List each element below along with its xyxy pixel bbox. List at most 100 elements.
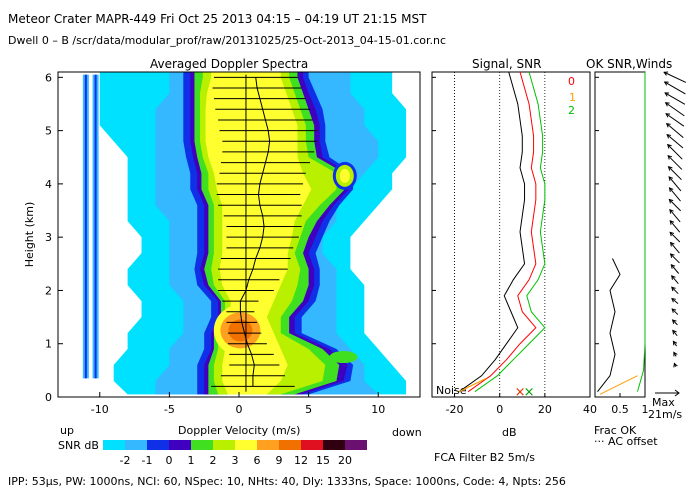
clutter-stripe-core-1 (94, 74, 97, 379)
wind-arrowhead-17 (668, 176, 674, 181)
noise-marker-green: × (524, 385, 535, 400)
wind-arrow-24 (665, 102, 685, 117)
wind-arrowhead-11 (669, 241, 675, 247)
snr-db-label: SNR dB (58, 439, 99, 452)
colorbar-label-6: 6 (254, 454, 261, 467)
max-speed-label: 21m/s (648, 408, 683, 421)
colorbar-swatch-2 (147, 440, 169, 450)
down-label: down (392, 426, 422, 439)
spectra-xtick-label-3: 5 (305, 403, 312, 416)
colorbar-swatch-8 (279, 440, 301, 450)
wind-arrowhead-2 (672, 340, 678, 346)
colorbar-label-9: 15 (316, 454, 330, 467)
colorbar-label-2: 0 (166, 454, 173, 467)
heatmap-feature-low (329, 351, 358, 364)
wind-arrow-20 (667, 144, 683, 160)
wind-arrow-13 (669, 220, 681, 233)
wind-arrow-19 (667, 155, 683, 170)
mean-velocity-line (239, 77, 271, 387)
wind-arrow-21 (666, 134, 684, 149)
wind-arrowhead-7 (671, 286, 676, 292)
colorbar-label-7: 9 (276, 454, 283, 467)
wind-arrowhead-1 (673, 351, 678, 357)
spectra-ytick-label-5: 5 (45, 125, 52, 138)
colorbar-swatch-5 (213, 440, 235, 450)
wind-arrowhead-3 (672, 329, 677, 335)
signal-series-2 (474, 71, 546, 393)
wind-arrow-17 (668, 176, 682, 192)
wind-arrowhead-0 (673, 362, 678, 368)
wind-arrowhead-12 (669, 231, 675, 237)
spectra-ytick-label-4: 4 (45, 178, 52, 191)
signal-series-1 (467, 71, 537, 393)
wind-arrowhead-18 (667, 166, 673, 171)
spectra-xtick-label-4: 10 (371, 403, 385, 416)
colorbar-label-1: -1 (142, 454, 153, 467)
wind-arrow-5 (671, 308, 679, 315)
colorbar-swatch-10 (323, 440, 345, 450)
spectra-ylabel: Height (km) (23, 202, 36, 268)
spectra-xtick-label-2: 0 (236, 403, 243, 416)
wind-arrow-12 (669, 231, 681, 243)
spectra-title: Averaged Doppler Spectra (150, 57, 309, 71)
signal-xlabel: dB (502, 426, 517, 439)
signal-series-0 (458, 71, 526, 393)
wind-arrow-8 (671, 275, 679, 285)
wind-arrow-16 (669, 187, 681, 202)
wind-arrow-14 (669, 209, 681, 223)
wind-arrow-3 (672, 330, 678, 337)
wind-arrowhead-10 (669, 253, 675, 259)
max-label: Max (652, 396, 675, 409)
wind-arrowhead-14 (669, 208, 674, 214)
wind-arrow-27 (663, 71, 687, 83)
wind-arrow-9 (670, 264, 680, 274)
signal-xtick-label-3: 40 (583, 403, 597, 416)
wind-arrowhead-5 (671, 308, 677, 313)
signal-title: Signal, SNR (472, 57, 542, 71)
heatmap-feature-4km-core (339, 168, 350, 183)
colorbar-swatch-0 (103, 440, 125, 450)
wind-arrow-23 (665, 113, 685, 127)
noise-marker-red: × (515, 385, 526, 400)
wind-arrow-25 (664, 92, 686, 105)
legend-series-2: 2 (568, 104, 575, 117)
colorbar-swatch-4 (191, 440, 213, 450)
wind-arrowhead-15 (668, 198, 674, 204)
winds-noise-line (599, 375, 638, 395)
colorbar-label-10: 20 (338, 454, 352, 467)
noise-label: Noise (436, 384, 467, 397)
winds-frame (594, 71, 646, 398)
wind-arrowhead-25 (664, 92, 670, 97)
colorbar-swatch-9 (301, 440, 323, 450)
wind-arrowhead-26 (663, 81, 669, 86)
spectra-ytick-label-2: 2 (45, 284, 52, 297)
signal-frame (431, 71, 591, 398)
noise-line (458, 377, 487, 393)
spectra-ytick-label-6: 6 (45, 71, 52, 84)
wind-arrow-15 (668, 199, 682, 212)
wind-arrowhead-6 (671, 297, 676, 303)
ac-offset-label: ··· AC offset (594, 435, 658, 448)
winds-xtick-label-1: 1 (642, 403, 649, 416)
wind-arrow-22 (666, 123, 684, 138)
wind-arrowhead-16 (668, 187, 674, 192)
colorbar-swatch-11 (345, 440, 367, 450)
clutter-stripe-core-0 (84, 74, 87, 379)
winds-series-frac_ok (637, 72, 646, 392)
max-scale-arrowhead (674, 389, 680, 397)
doppler-spectra-heatmap (82, 72, 407, 395)
wind-arrowhead-4 (671, 319, 677, 324)
up-label: up (60, 424, 74, 437)
winds-series-snr (597, 258, 621, 392)
wind-arrowhead-22 (665, 122, 671, 128)
filter-label: FCA Filter B2 5m/s (434, 451, 535, 464)
wind-arrowhead-20 (666, 143, 672, 149)
legend-series-0: 0 (568, 75, 575, 88)
winds-xtick-label-0: 0.5 (611, 403, 629, 416)
signal-xtick-label-2: 20 (538, 403, 552, 416)
colorbar-label-3: 1 (188, 454, 195, 467)
wind-arrowhead-24 (664, 102, 670, 107)
wind-arrowhead-21 (666, 133, 672, 139)
signal-xtick-label-0: -20 (446, 403, 464, 416)
wind-arrowhead-8 (671, 275, 676, 280)
